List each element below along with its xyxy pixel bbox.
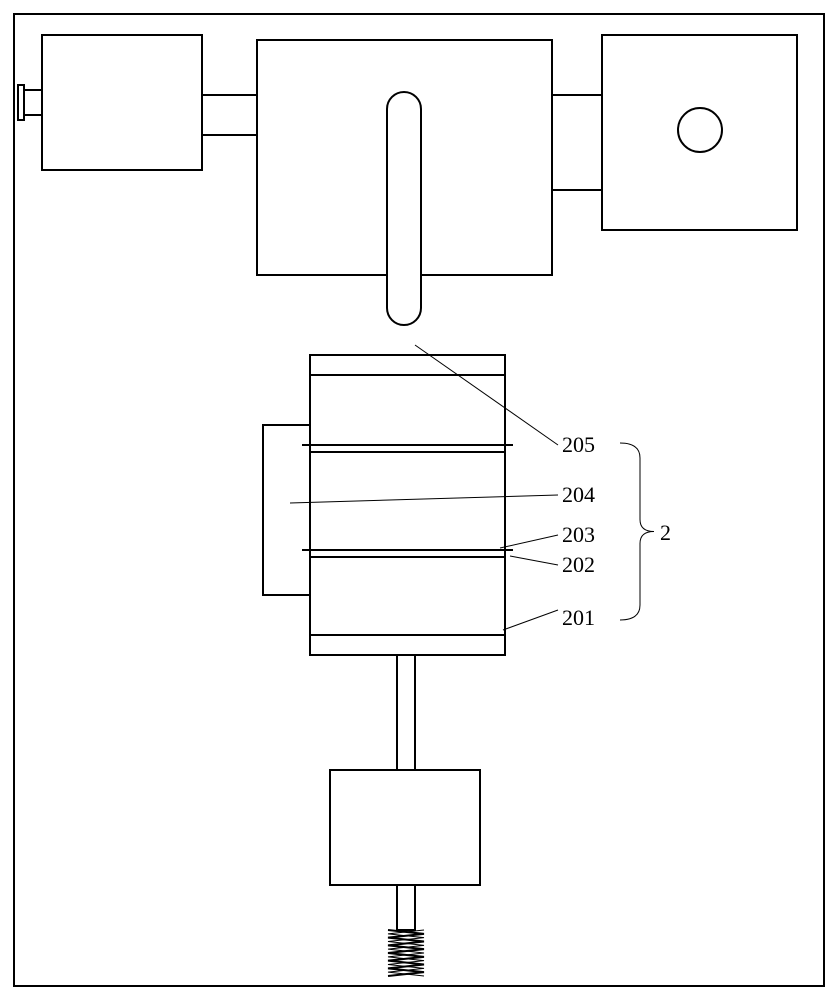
label-203: 203 — [562, 522, 595, 547]
mechanical-diagram: 205 204 203 202 201 2 — [0, 0, 838, 1000]
label-202: 202 — [562, 552, 595, 577]
label-204: 204 — [562, 482, 595, 507]
label-2: 2 — [660, 520, 671, 545]
label-205: 205 — [562, 432, 595, 457]
label-201: 201 — [562, 605, 595, 630]
